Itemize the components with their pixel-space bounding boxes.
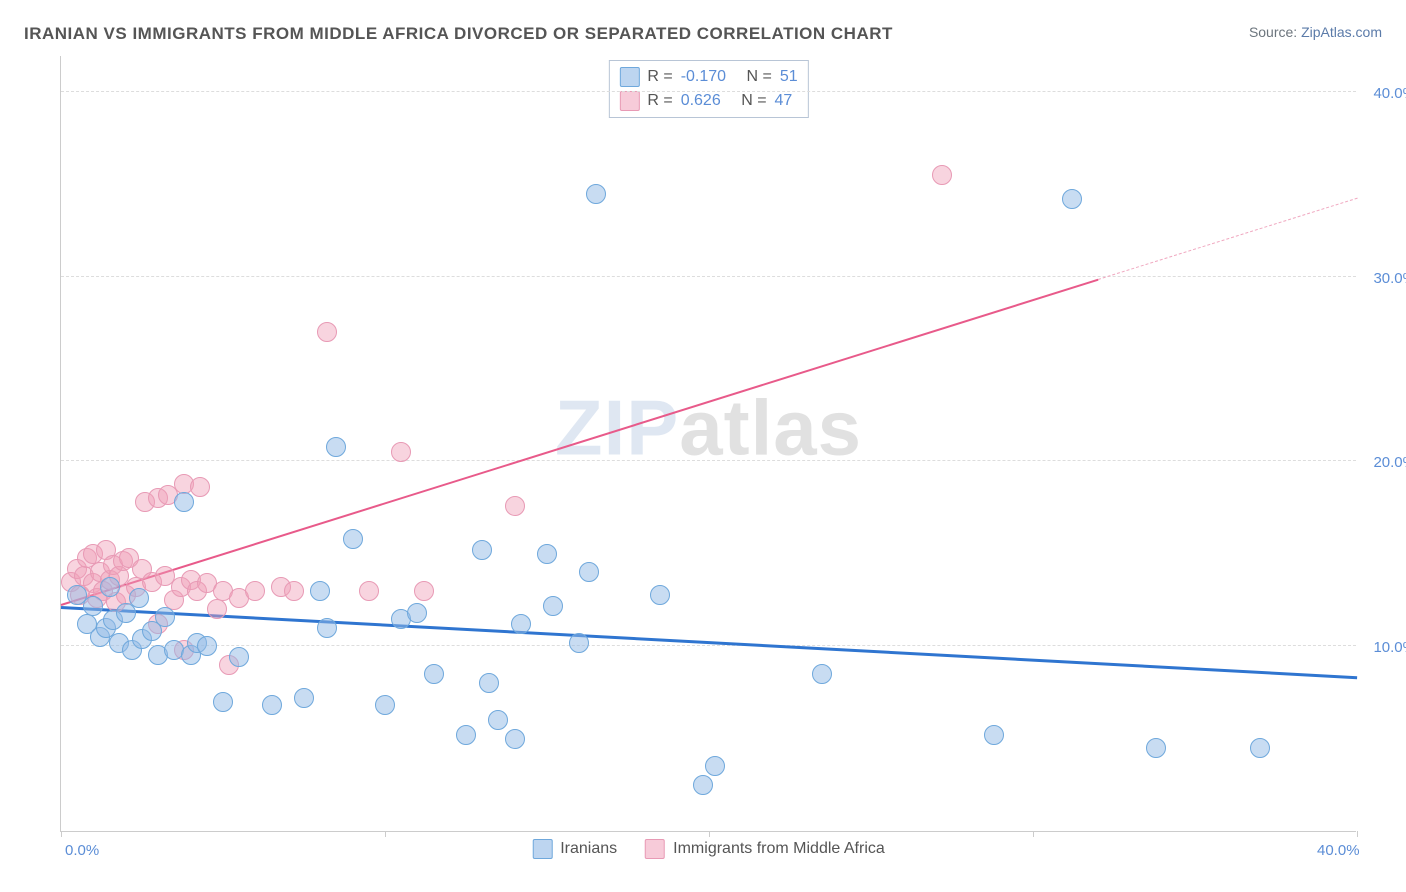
scatter-point: [197, 636, 217, 656]
watermark-zip: ZIP: [555, 384, 679, 472]
x-tick-mark: [709, 831, 710, 837]
legend-label-blue: Iranians: [560, 840, 617, 858]
scatter-point: [190, 477, 210, 497]
scatter-point: [207, 599, 227, 619]
x-tick-label: 40.0%: [1317, 842, 1360, 859]
stats-legend-box: R = -0.170 N = 51 R = 0.626 N = 47: [608, 60, 808, 118]
trend-line: [1098, 198, 1357, 280]
scatter-point: [317, 322, 337, 342]
legend-item-blue: Iranians: [532, 839, 617, 859]
scatter-point: [294, 688, 314, 708]
scatter-point: [569, 633, 589, 653]
bottom-legend: Iranians Immigrants from Middle Africa: [532, 839, 885, 859]
scatter-point: [543, 596, 563, 616]
stat-R-label: R =: [647, 92, 672, 110]
scatter-point: [229, 647, 249, 667]
swatch-pink-icon: [645, 839, 665, 859]
y-tick-label: 20.0%: [1366, 454, 1406, 471]
scatter-point: [359, 581, 379, 601]
scatter-point: [83, 596, 103, 616]
stat-N-label: N =: [747, 68, 772, 86]
scatter-point: [932, 165, 952, 185]
y-tick-label: 40.0%: [1366, 85, 1406, 102]
scatter-point: [129, 588, 149, 608]
scatter-point: [586, 184, 606, 204]
scatter-point: [812, 664, 832, 684]
chart-title: IRANIAN VS IMMIGRANTS FROM MIDDLE AFRICA…: [24, 24, 893, 44]
gridline: [61, 460, 1356, 461]
scatter-point: [1062, 189, 1082, 209]
scatter-point: [407, 603, 427, 623]
swatch-blue-icon: [532, 839, 552, 859]
scatter-point: [705, 756, 725, 776]
y-tick-label: 30.0%: [1366, 270, 1406, 287]
scatter-point: [317, 618, 337, 638]
scatter-point: [479, 673, 499, 693]
x-tick-mark: [61, 831, 62, 837]
scatter-point: [391, 442, 411, 462]
scatter-point: [579, 562, 599, 582]
gridline: [61, 645, 1356, 646]
scatter-point: [1146, 738, 1166, 758]
gridline: [61, 276, 1356, 277]
x-tick-mark: [1033, 831, 1034, 837]
source-attribution: Source: ZipAtlas.com: [1249, 24, 1382, 40]
y-tick-label: 10.0%: [1366, 639, 1406, 656]
chart-container: IRANIAN VS IMMIGRANTS FROM MIDDLE AFRICA…: [0, 0, 1406, 892]
stats-row-blue: R = -0.170 N = 51: [619, 65, 797, 89]
scatter-point: [262, 695, 282, 715]
scatter-point: [310, 581, 330, 601]
stat-N-blue: 51: [780, 68, 798, 86]
x-tick-mark: [385, 831, 386, 837]
scatter-point: [326, 437, 346, 457]
trend-line: [61, 278, 1098, 605]
gridline: [61, 91, 1356, 92]
scatter-point: [213, 692, 233, 712]
scatter-point: [100, 577, 120, 597]
scatter-point: [245, 581, 265, 601]
scatter-point: [424, 664, 444, 684]
stat-N-pink: 47: [775, 92, 793, 110]
x-tick-label: 0.0%: [65, 842, 99, 859]
scatter-point: [650, 585, 670, 605]
trend-line: [61, 606, 1357, 679]
scatter-point: [414, 581, 434, 601]
scatter-point: [1250, 738, 1270, 758]
legend-item-pink: Immigrants from Middle Africa: [645, 839, 885, 859]
scatter-point: [505, 496, 525, 516]
scatter-point: [174, 492, 194, 512]
source-label: Source:: [1249, 24, 1297, 40]
stats-row-pink: R = 0.626 N = 47: [619, 89, 797, 113]
source-link[interactable]: ZipAtlas.com: [1301, 24, 1382, 40]
stat-R-blue: -0.170: [681, 68, 726, 86]
scatter-point: [537, 544, 557, 564]
scatter-point: [155, 607, 175, 627]
scatter-point: [693, 775, 713, 795]
swatch-blue-icon: [619, 67, 639, 87]
scatter-point: [375, 695, 395, 715]
scatter-point: [511, 614, 531, 634]
watermark-atlas: atlas: [679, 384, 862, 472]
scatter-point: [488, 710, 508, 730]
swatch-pink-icon: [619, 91, 639, 111]
scatter-point: [505, 729, 525, 749]
scatter-point: [984, 725, 1004, 745]
scatter-point: [284, 581, 304, 601]
stat-N-label: N =: [741, 92, 766, 110]
stat-R-label: R =: [647, 68, 672, 86]
scatter-point: [343, 529, 363, 549]
legend-label-pink: Immigrants from Middle Africa: [673, 840, 885, 858]
scatter-point: [456, 725, 476, 745]
scatter-point: [472, 540, 492, 560]
x-tick-mark: [1357, 831, 1358, 837]
stat-R-pink: 0.626: [681, 92, 721, 110]
plot-area: ZIPatlas R = -0.170 N = 51 R = 0.626 N =…: [60, 56, 1356, 832]
